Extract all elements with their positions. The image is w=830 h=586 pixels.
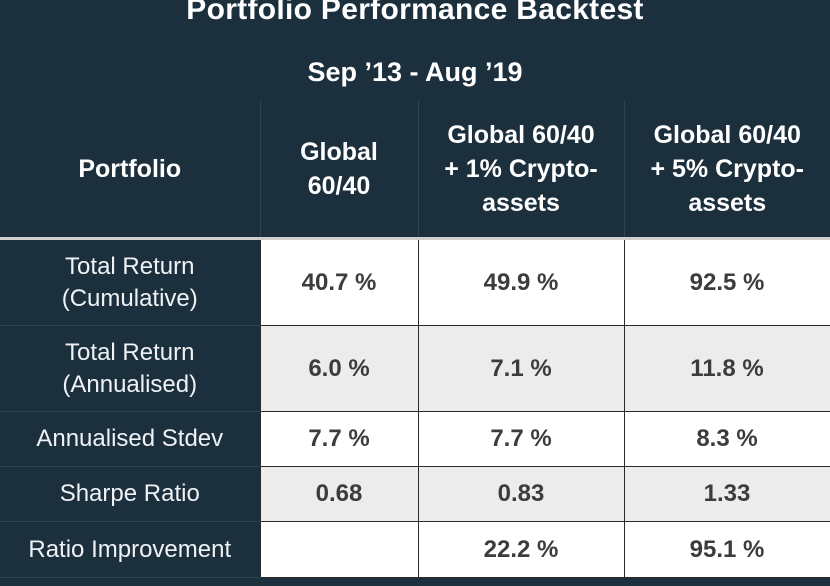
table-row: Ratio Improvement 22.2 % 95.1 % — [0, 521, 830, 578]
table-cell: 40.7 % — [259, 238, 419, 326]
row-label: Total Return (Annualised) — [0, 325, 261, 412]
chart-subtitle: Sep ’13 - Aug ’19 — [307, 57, 523, 87]
table-row: Sharpe Ratio 0.68 0.83 1.33 — [0, 466, 830, 522]
column-header: Portfolio — [0, 100, 260, 240]
column-header: Global 60/40 — [259, 100, 418, 240]
performance-table: Portfolio Global 60/40 Global 60/40 + 1%… — [0, 100, 830, 578]
table-cell: 7.7 % — [417, 411, 625, 467]
table-row: Total Return (Cumulative) 40.7 % 49.9 % … — [0, 238, 830, 326]
table-cell: 11.8 % — [623, 325, 830, 412]
table-cell: 6.0 % — [259, 325, 419, 412]
row-label: Annualised Stdev — [0, 411, 261, 467]
table-cell: 22.2 % — [417, 521, 625, 578]
column-header: Global 60/40 + 5% Crypto- assets — [623, 100, 830, 240]
table-cell: 0.68 — [259, 466, 419, 522]
table-cell: 49.9 % — [417, 238, 625, 326]
table-row: Total Return (Annualised) 6.0 % 7.1 % 11… — [0, 325, 830, 412]
table-cell: 95.1 % — [623, 521, 830, 578]
column-header: Global 60/40 + 1% Crypto- assets — [417, 100, 624, 240]
chart-title: Portfolio Performance Backtest — [186, 0, 644, 26]
table-header-row: Portfolio Global 60/40 Global 60/40 + 1%… — [0, 100, 830, 240]
row-label: Sharpe Ratio — [0, 466, 261, 522]
table-cell: 1.33 — [623, 466, 830, 522]
table-cell: 7.1 % — [417, 325, 625, 412]
table-cell — [259, 521, 419, 578]
table-row: Annualised Stdev 7.7 % 7.7 % 8.3 % — [0, 411, 830, 467]
table-cell: 8.3 % — [623, 411, 830, 467]
row-label: Ratio Improvement — [0, 521, 261, 578]
table-cell: 0.83 — [417, 466, 625, 522]
table-cell: 92.5 % — [623, 238, 830, 326]
row-label: Total Return (Cumulative) — [0, 238, 261, 326]
table-cell: 7.7 % — [259, 411, 419, 467]
